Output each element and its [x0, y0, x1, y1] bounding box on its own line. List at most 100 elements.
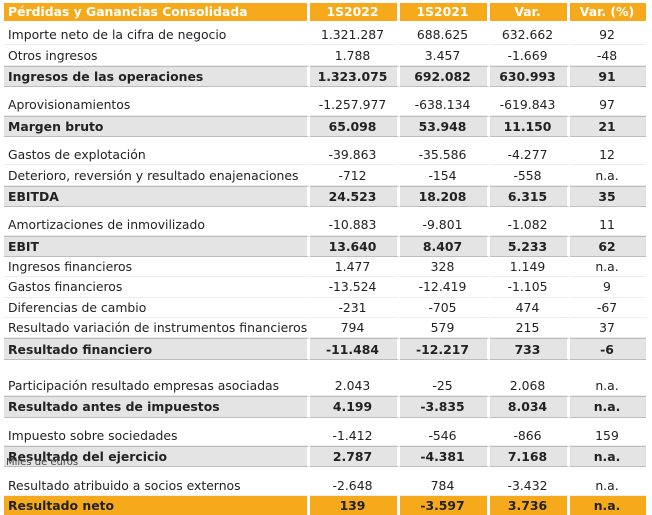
table-row: Otros ingresos 1.788 3.457 -1.669 -48	[4, 45, 646, 66]
cell-1s2022: -11.484	[310, 338, 400, 360]
cell-var: 2.068	[490, 375, 570, 397]
cell-1s2021: -4.381	[400, 446, 490, 468]
cell-1s2021: 692.082	[400, 65, 490, 88]
cell-var-pct: 91	[570, 65, 646, 88]
cell-var-pct: 35	[570, 185, 646, 208]
table-row: Ingresos financieros 1.477 328 1.149 n.a…	[4, 256, 646, 278]
row-label: Resultado neto	[4, 495, 310, 515]
cell-var-pct: n.a.	[570, 165, 646, 186]
cell-1s2022: 1.788	[310, 45, 400, 66]
header-1s2022: 1S2022	[310, 3, 400, 21]
row-label: Resultado atribuido a socios externos	[4, 475, 310, 496]
cell-1s2022: -1.412	[310, 425, 400, 447]
cell-1s2021: -705	[400, 297, 490, 319]
cell-1s2021: -638.134	[400, 95, 490, 116]
cell-var: -4.277	[490, 144, 570, 166]
cell-1s2022: 139	[310, 495, 400, 515]
table-row: Amortizaciones de inmovilizado -10.883 -…	[4, 215, 646, 236]
cell-var: 215	[490, 318, 570, 339]
cell-1s2021: -12.217	[400, 338, 490, 360]
cell-var-pct: n.a.	[570, 475, 646, 496]
table-row: Resultado atribuido a socios externos -2…	[4, 475, 646, 496]
row-label: Aprovisionamientos	[4, 95, 310, 116]
table-row-total: Margen bruto 65.098 53.948 11.150 21	[4, 115, 646, 137]
cell-1s2022: -231	[310, 297, 400, 319]
cell-var: 5.233	[490, 235, 570, 257]
row-label: Resultado antes de impuestos	[4, 396, 310, 418]
cell-1s2022: 1.323.075	[310, 65, 400, 88]
header-var: Var.	[490, 3, 570, 21]
cell-var: 11.150	[490, 115, 570, 137]
cell-1s2021: -9.801	[400, 215, 490, 236]
cell-1s2022: -2.648	[310, 475, 400, 496]
table-header-row: Pérdidas y Ganancias Consolidada 1S2022 …	[4, 3, 646, 21]
cell-1s2021: 8.407	[400, 235, 490, 257]
table-row: Gastos de explotación -39.863 -35.586 -4…	[4, 144, 646, 166]
units-footnote: Miles de euros	[6, 457, 79, 468]
cell-1s2021: -25	[400, 375, 490, 397]
cell-var: 3.736	[490, 495, 570, 515]
cell-var: 733	[490, 338, 570, 360]
row-label: Impuesto sobre sociedades	[4, 425, 310, 447]
row-label: Deterioro, reversión y resultado enajena…	[4, 165, 310, 186]
table-row: Impuesto sobre sociedades -1.412 -546 -8…	[4, 425, 646, 447]
cell-var: 6.315	[490, 185, 570, 208]
cell-1s2021: 579	[400, 318, 490, 339]
row-label: Ingresos financieros	[4, 256, 310, 278]
cell-1s2021: 18.208	[400, 185, 490, 208]
cell-1s2022: 2.043	[310, 375, 400, 397]
cell-var: -619.843	[490, 95, 570, 116]
cell-1s2021: 3.457	[400, 45, 490, 66]
cell-var: -1.669	[490, 45, 570, 66]
cell-var: 8.034	[490, 396, 570, 418]
row-label: EBITDA	[4, 185, 310, 208]
table-row-total: Resultado financiero -11.484 -12.217 733…	[4, 338, 646, 360]
cell-1s2021: 328	[400, 256, 490, 278]
cell-var: -3.432	[490, 475, 570, 496]
cell-1s2021: -3.835	[400, 396, 490, 418]
row-label: Resultado financiero	[4, 338, 310, 360]
cell-var-pct: 11	[570, 215, 646, 236]
cell-var-pct: 62	[570, 235, 646, 257]
cell-var: 1.149	[490, 256, 570, 278]
pl-table: Pérdidas y Ganancias Consolidada 1S2022 …	[4, 3, 646, 515]
cell-var-pct: n.a.	[570, 376, 646, 397]
cell-var: 630.993	[490, 65, 570, 88]
table-title: Pérdidas y Ganancias Consolidada	[4, 3, 310, 21]
cell-var-pct: 12	[570, 145, 646, 166]
cell-var: -558	[490, 165, 570, 186]
table-row: Participación resultado empresas asociad…	[4, 375, 646, 397]
table-row: Gastos financieros -13.524 -12.419 -1.10…	[4, 277, 646, 298]
table-row-total: Ingresos de las operaciones 1.323.075 69…	[4, 65, 646, 88]
cell-var-pct: 21	[570, 115, 646, 137]
table-row: Diferencias de cambio -231 -705 474 -67	[4, 297, 646, 319]
row-label: Gastos de explotación	[4, 144, 310, 166]
cell-var-pct: -67	[570, 298, 646, 319]
cell-1s2022: -1.257.977	[310, 95, 400, 116]
row-label: Ingresos de las operaciones	[4, 65, 310, 88]
cell-1s2021: 53.948	[400, 115, 490, 137]
cell-var: -1.105	[490, 277, 570, 298]
cell-var-pct: 97	[570, 95, 646, 116]
table-row-total: EBITDA 24.523 18.208 6.315 35	[4, 185, 646, 208]
cell-1s2022: -39.863	[310, 144, 400, 166]
cell-1s2021: -3.597	[400, 495, 490, 515]
cell-var-pct: n.a.	[570, 446, 646, 468]
row-label: Diferencias de cambio	[4, 297, 310, 319]
cell-var: -866	[490, 425, 570, 447]
cell-1s2021: -546	[400, 425, 490, 447]
cell-var-pct: n.a.	[570, 495, 646, 515]
cell-1s2021: -154	[400, 165, 490, 186]
cell-var-pct: -48	[570, 45, 646, 66]
row-label: Margen bruto	[4, 115, 310, 137]
cell-1s2022: -10.883	[310, 215, 400, 236]
cell-1s2022: -13.524	[310, 277, 400, 298]
cell-var-pct: n.a.	[570, 257, 646, 278]
cell-1s2022: -712	[310, 165, 400, 186]
row-label: EBIT	[4, 235, 310, 257]
cell-var: 7.168	[490, 446, 570, 468]
cell-1s2022: 4.199	[310, 396, 400, 418]
cell-1s2021: -35.586	[400, 144, 490, 166]
table-row: Importe neto de la cifra de negocio 1.32…	[4, 25, 646, 46]
cell-var-pct: 37	[570, 318, 646, 339]
